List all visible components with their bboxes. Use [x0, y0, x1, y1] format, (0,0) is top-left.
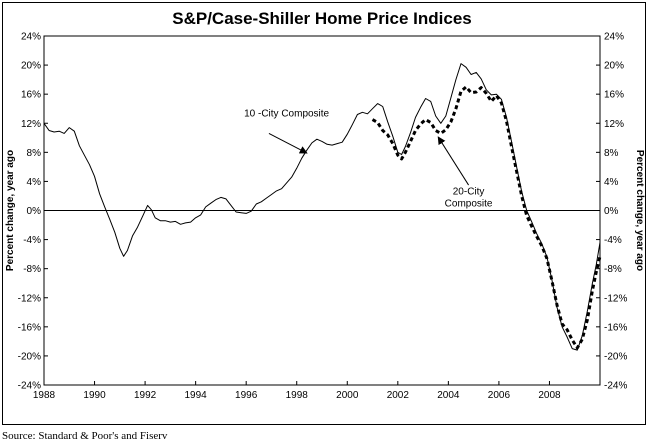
y-tick-label-left: 24%	[21, 32, 41, 43]
y-tick-label-left: -24%	[18, 381, 41, 392]
y-tick-label-left: -8%	[23, 264, 41, 275]
annotation-20-city-label: 20-City	[453, 187, 485, 198]
y-axis-label-left: Percent change, year ago	[5, 150, 16, 271]
x-tick-label: 2006	[488, 390, 511, 401]
series-10-city-line	[43, 63, 601, 351]
x-tick-label: 2004	[437, 390, 460, 401]
y-tick-label-left: 20%	[21, 61, 41, 72]
y-tick-label-right: 20%	[604, 61, 624, 72]
annotation-10-city-arrow	[268, 132, 308, 154]
y-tick-label-right: 4%	[604, 177, 619, 188]
y-tick-label-right: 12%	[604, 119, 624, 130]
y-axis-label-right: Percent change, year ago	[634, 150, 645, 271]
y-tick-label-right: 8%	[604, 148, 619, 159]
x-tick-label: 1994	[185, 390, 208, 401]
y-tick-label-right: -24%	[604, 381, 627, 392]
x-tick-label: 2008	[538, 390, 561, 401]
y-tick-label-right: -20%	[604, 351, 627, 362]
source-note: Source: Standard & Poor's and Fiserv	[2, 430, 168, 442]
y-tick-label-left: 8%	[27, 148, 42, 159]
x-tick-label: 1996	[235, 390, 258, 401]
axes: 24% 24% 20% 20% 16% 16% 12% 12% 8% 8% 4% 4% 0% 0% -4% -…	[18, 32, 628, 402]
x-tick-label: 2000	[336, 390, 359, 401]
y-tick-label-right: 24%	[604, 32, 624, 43]
y-tick-label-right: -8%	[604, 264, 622, 275]
y-tick-label-right: -12%	[604, 293, 627, 304]
y-tick-label-right: -4%	[604, 235, 622, 246]
y-tick-label-right: 16%	[604, 90, 624, 101]
y-tick-label-left: -4%	[23, 235, 41, 246]
y-tick-label-left: 12%	[21, 119, 41, 130]
y-tick-label-left: -16%	[18, 322, 41, 333]
x-tick-label: 1990	[83, 390, 106, 401]
chart-title: S&P/Case-Shiller Home Price Indices	[172, 9, 472, 28]
x-tick-label: 1998	[286, 390, 309, 401]
x-tick-label: 2002	[387, 390, 410, 401]
y-tick-label-right: -16%	[604, 322, 627, 333]
annotation-10-city-label: 10 -City Composite	[244, 109, 329, 120]
y-tick-label-left: 0%	[27, 206, 42, 217]
annotation-20-city-arrow	[437, 136, 470, 186]
chart-frame	[2, 2, 646, 425]
y-tick-label-left: 4%	[27, 177, 42, 188]
series-lines	[43, 63, 602, 351]
y-tick-label-right: 0%	[604, 206, 619, 217]
y-tick-label-left: 16%	[21, 90, 41, 101]
y-tick-label-left: -12%	[18, 293, 41, 304]
x-tick-label: 1988	[33, 390, 56, 401]
series-20-city-line	[371, 85, 602, 350]
y-tick-label-left: -20%	[18, 351, 41, 362]
x-tick-label: 1992	[134, 390, 157, 401]
annotation-20-city-label: Composite	[445, 199, 493, 210]
